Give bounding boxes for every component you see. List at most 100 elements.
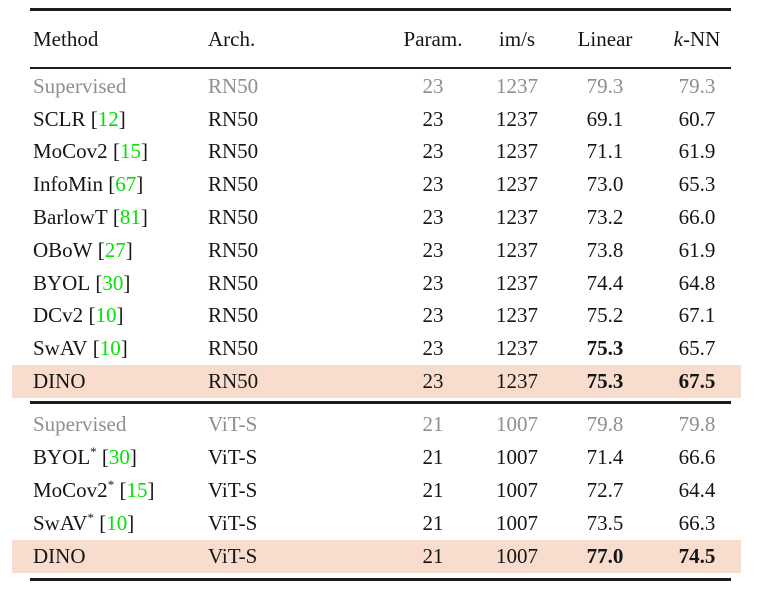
cite-close-bracket: ] — [118, 106, 126, 131]
method-cell: BarlowT [81] — [12, 207, 200, 228]
table-row: MoCov2* [15] ViT-S 21 1007 72.7 64.4 — [12, 474, 741, 507]
method-cell: MoCov2 [15] — [12, 141, 200, 162]
ims-cell: 1007 — [496, 478, 538, 502]
method-cell: SCLR [12] — [12, 106, 200, 131]
table-row: SwAV [10] RN50 23 1237 75.3 65.7 — [12, 332, 741, 365]
method-name: DCv2 — [33, 303, 84, 328]
knn-cell: 74.5 — [678, 544, 716, 568]
param-cell: 23 — [422, 205, 444, 230]
knn-cell: 79.3 — [678, 73, 716, 98]
param-cell: 23 — [422, 172, 444, 197]
cite-open-bracket: [ — [90, 270, 103, 295]
cite-open-bracket: [ — [107, 139, 120, 164]
linear-cell: 73.5 — [586, 511, 624, 535]
table-row: BarlowT [81] RN50 23 1237 73.2 66.0 — [12, 201, 741, 234]
cite-open-bracket: [ — [103, 172, 116, 197]
arch-cell: ViT-S — [208, 511, 258, 535]
table-row: Supervised RN50 23 1237 79.3 79.3 — [12, 70, 741, 103]
method-name: Supervised — [33, 412, 127, 436]
arch-cell: ViT-S — [208, 445, 258, 469]
cite-close-bracket: ] — [140, 139, 148, 164]
method-name: OBoW — [33, 237, 93, 262]
citation-number: 81 — [119, 205, 141, 230]
ims-cell: 1237 — [496, 172, 538, 197]
method-cell: DINO — [12, 371, 200, 392]
ims-cell: 1237 — [496, 270, 538, 295]
cite-close-bracket: ] — [116, 303, 124, 328]
table-top-rule — [30, 8, 731, 11]
param-cell: 21 — [422, 445, 444, 469]
method-cell: DINO — [12, 546, 200, 567]
cite-close-bracket: ] — [147, 478, 155, 502]
method-cell: SwAV [10] — [12, 338, 200, 359]
linear-cell: 79.3 — [586, 73, 624, 98]
method-name: MoCov2 — [33, 478, 108, 502]
method-name: BYOL — [33, 270, 91, 295]
knn-k-italic: k — [673, 26, 683, 51]
method-name: SCLR — [33, 106, 86, 131]
cite-open-bracket: [ — [87, 336, 100, 361]
cite-close-bracket: ] — [125, 237, 133, 262]
table-row: SCLR [12] RN50 23 1237 69.1 60.7 — [12, 103, 741, 136]
arch-cell: RN50 — [208, 303, 259, 328]
ims-cell: 1007 — [496, 511, 538, 535]
table-row: DCv2 [10] RN50 23 1237 75.2 67.1 — [12, 300, 741, 333]
linear-cell: 72.7 — [586, 478, 624, 502]
cite-close-bracket: ] — [129, 445, 137, 469]
param-cell: 23 — [422, 336, 444, 361]
method-cell: SwAV* [10] — [12, 510, 200, 535]
ims-cell: 1007 — [496, 412, 538, 436]
method-name: SwAV — [33, 511, 88, 535]
asterisk-superscript: * — [107, 477, 115, 492]
method-name: DINO — [33, 369, 86, 394]
method-name: BYOL — [33, 445, 91, 469]
arch-cell: RN50 — [208, 336, 259, 361]
cite-open-bracket: [ — [114, 478, 127, 502]
param-cell: 23 — [422, 73, 444, 98]
table-section-rn50: Supervised RN50 23 1237 79.3 79.3 SCLR [… — [12, 70, 741, 398]
cite-open-bracket: [ — [93, 511, 107, 535]
knn-cell: 64.8 — [678, 270, 716, 295]
citation-number: 15 — [126, 478, 148, 502]
param-cell: 23 — [422, 369, 444, 394]
knn-cell: 65.7 — [678, 336, 716, 361]
table-row: BYOL [30] RN50 23 1237 74.4 64.8 — [12, 267, 741, 300]
linear-cell: 73.8 — [586, 237, 624, 262]
arch-cell: RN50 — [208, 172, 259, 197]
param-cell: 23 — [422, 139, 444, 164]
method-cell: InfoMin [67] — [12, 174, 200, 195]
col-header-knn: k-NN — [657, 26, 737, 51]
ims-cell: 1237 — [496, 73, 538, 98]
knn-cell: 79.8 — [678, 412, 716, 436]
asterisk-superscript: * — [87, 510, 94, 525]
method-cell: DCv2 [10] — [12, 305, 200, 326]
table-row: MoCov2 [15] RN50 23 1237 71.1 61.9 — [12, 136, 741, 169]
section-divider-rule — [30, 401, 731, 404]
cite-close-bracket: ] — [136, 172, 144, 197]
arch-cell: ViT-S — [208, 478, 258, 502]
knn-rest: -NN — [683, 26, 721, 51]
ims-cell: 1237 — [496, 336, 538, 361]
ims-cell: 1237 — [496, 139, 538, 164]
arch-cell: RN50 — [208, 139, 259, 164]
knn-cell: 67.5 — [678, 369, 716, 394]
linear-cell: 75.3 — [586, 369, 624, 394]
method-cell: Supervised — [12, 414, 200, 435]
citation-number: 10 — [95, 303, 117, 328]
method-cell: OBoW [27] — [12, 237, 200, 262]
cite-open-bracket: [ — [85, 106, 98, 131]
param-cell: 23 — [422, 106, 444, 131]
arch-cell: RN50 — [208, 270, 259, 295]
ims-cell: 1237 — [496, 303, 538, 328]
ims-cell: 1007 — [496, 445, 538, 469]
linear-cell: 74.4 — [586, 270, 624, 295]
col-header-param: Param. — [403, 26, 463, 51]
arch-cell: RN50 — [208, 237, 259, 262]
col-header-arch: Arch. — [208, 26, 256, 51]
knn-cell: 66.0 — [678, 205, 716, 230]
cite-open-bracket: [ — [107, 205, 120, 230]
table-section-vits: Supervised ViT-S 21 1007 79.8 79.8 BYOL *… — [12, 408, 741, 573]
table-row: OBoW [27] RN50 23 1237 73.8 61.9 — [12, 234, 741, 267]
cite-open-bracket: [ — [96, 445, 109, 469]
table-row: Supervised ViT-S 21 1007 79.8 79.8 — [12, 408, 741, 441]
